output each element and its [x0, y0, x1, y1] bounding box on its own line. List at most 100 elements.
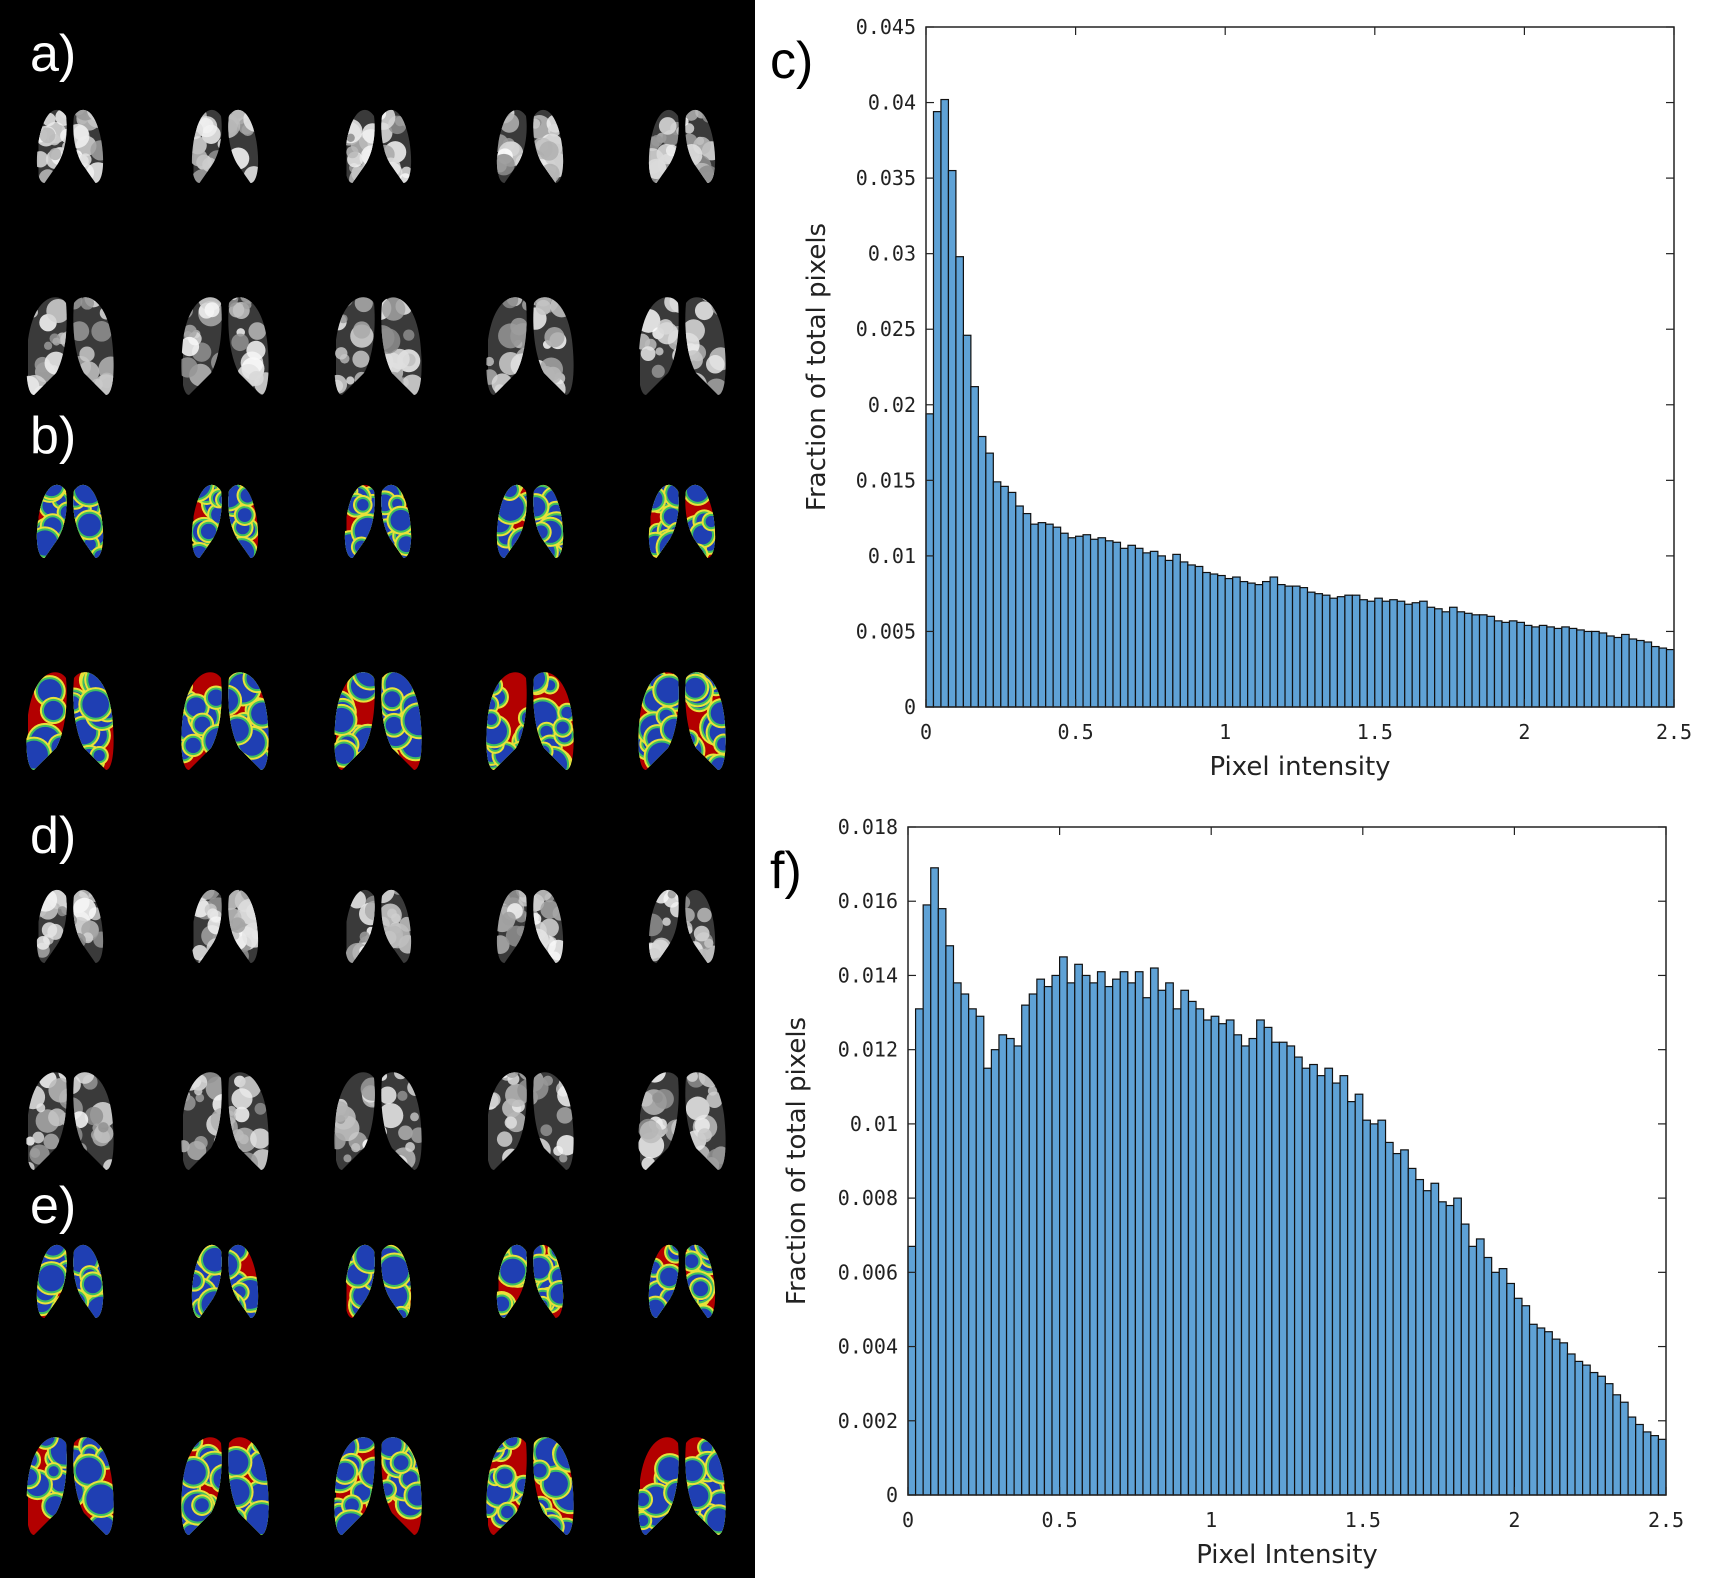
histogram-bar: [1657, 1438, 1667, 1496]
x-axis-label: Pixel Intensity: [1196, 1540, 1378, 1570]
y-tick-label: 0.04: [868, 91, 916, 115]
histogram-bar: [1179, 561, 1189, 708]
y-tick-label: 0.025: [856, 317, 916, 341]
histogram-bar: [1067, 537, 1077, 708]
y-tick-label: 0.014: [838, 963, 898, 987]
histogram-bar: [1392, 1152, 1402, 1496]
histogram-bar: [1037, 522, 1047, 708]
histogram-bar: [1381, 600, 1391, 708]
x-tick-label: 0: [920, 720, 932, 744]
histogram-bar: [1430, 1182, 1440, 1496]
histogram-bar: [1263, 1026, 1273, 1496]
histogram-bar: [1089, 538, 1099, 708]
histogram-bar: [1377, 1119, 1387, 1496]
histogram-bar: [1172, 553, 1181, 708]
histogram-bar: [1434, 608, 1443, 708]
histogram-bar: [1523, 624, 1533, 708]
histogram-bar: [1568, 627, 1578, 708]
lung-thumbnail: [486, 1437, 574, 1535]
histogram-bar: [1627, 1416, 1637, 1496]
lung-grid-b: [26, 484, 726, 770]
histogram-bar: [1544, 1331, 1553, 1496]
histogram-bar: [1536, 1327, 1546, 1496]
histogram-bar: [1453, 1197, 1462, 1496]
histogram-bar: [1262, 580, 1271, 708]
lung-thumbnail: [486, 297, 574, 395]
histogram-bar: [1456, 611, 1466, 708]
histogram-bar: [1658, 647, 1668, 708]
y-tick-label: 0.015: [856, 468, 916, 492]
histogram-bar: [1329, 597, 1338, 708]
histogram-bar: [1506, 1282, 1516, 1496]
histogram-bar: [1021, 1004, 1030, 1496]
histogram-bar: [1531, 626, 1540, 708]
histogram-bar: [1022, 512, 1032, 708]
x-tick-label: 1: [1219, 720, 1231, 744]
y-tick-label: 0.01: [850, 1112, 898, 1136]
lung-thumbnail: [496, 1244, 564, 1318]
histogram-bar: [1384, 1141, 1394, 1496]
histogram-bar: [1321, 594, 1331, 708]
histogram-bar: [1164, 559, 1174, 708]
histogram-bar: [1157, 555, 1166, 708]
histogram-bar: [1347, 1101, 1356, 1496]
histogram-bar: [1441, 611, 1451, 708]
histogram-bar: [1015, 505, 1024, 708]
x-tick-label: 0.5: [1058, 720, 1094, 744]
histogram-bar: [1486, 615, 1496, 708]
histogram-bar: [932, 111, 942, 708]
lung-thumbnail: [334, 297, 422, 395]
histogram-bar: [1043, 985, 1053, 1496]
lung-thumbnail: [334, 1072, 422, 1170]
histogram-bar: [1134, 547, 1144, 708]
histogram-bar: [1591, 630, 1600, 708]
histogram-bar: [1202, 571, 1211, 708]
histogram-bar: [1209, 573, 1219, 708]
lung-thumbnail: [26, 1072, 114, 1170]
histogram-bar: [937, 908, 947, 1496]
y-tick-label: 0.008: [838, 1186, 898, 1210]
histogram-bar: [1187, 564, 1196, 708]
histogram-bar: [1359, 599, 1368, 708]
histogram-bar: [1097, 537, 1107, 708]
histogram-bar: [1013, 1045, 1023, 1496]
histogram-bar: [1217, 574, 1226, 708]
histogram-bar: [1134, 971, 1144, 1496]
lung-thumbnail: [496, 889, 564, 963]
y-tick-label: 0.03: [868, 242, 916, 266]
histogram-bar: [1036, 978, 1046, 1496]
lung-thumbnail: [496, 109, 564, 183]
lung-thumbnail: [334, 1437, 422, 1535]
histogram-bar: [1448, 606, 1458, 708]
lung-thumbnail: [648, 109, 716, 183]
y-tick-label: 0: [904, 695, 916, 719]
histogram-bar: [1635, 639, 1645, 708]
histogram-bar: [1233, 1034, 1243, 1496]
histogram-bar: [1559, 1342, 1569, 1496]
y-axis-label: Fraction of total pixels: [802, 223, 832, 511]
y-tick-label: 0.02: [868, 393, 916, 417]
histogram-bar: [1336, 596, 1346, 708]
y-tick-label: 0.002: [838, 1409, 898, 1433]
histogram-bar: [1278, 1041, 1288, 1496]
histogram-bar: [1574, 1360, 1584, 1496]
histogram-bar: [1538, 624, 1548, 708]
bars-series: [925, 98, 1675, 708]
histogram-bar: [955, 256, 964, 708]
plot-frame: [925, 26, 1675, 708]
histogram-bar: [1583, 630, 1593, 708]
histogram-bar: [1426, 606, 1436, 708]
histogram-bar: [1142, 997, 1152, 1496]
lung-thumbnail: [26, 672, 114, 770]
histogram-bar: [968, 1008, 977, 1496]
lung-thumbnail: [181, 672, 269, 770]
histogram-bar: [922, 904, 932, 1496]
panel-label-b: b): [30, 407, 77, 465]
histogram-bar: [1597, 1375, 1606, 1496]
histogram-bar: [1180, 989, 1190, 1496]
histogram-chart-c: 0 0.5 1 1.5 2 2.5 0 0.005 0.01 0.015 0.02 0.025 0.03…: [802, 15, 1692, 782]
histogram-bar: [1493, 620, 1503, 708]
histogram-bar: [1195, 1008, 1205, 1496]
y-tick-label: 0.018: [838, 815, 898, 839]
histogram-bar: [998, 1034, 1008, 1496]
